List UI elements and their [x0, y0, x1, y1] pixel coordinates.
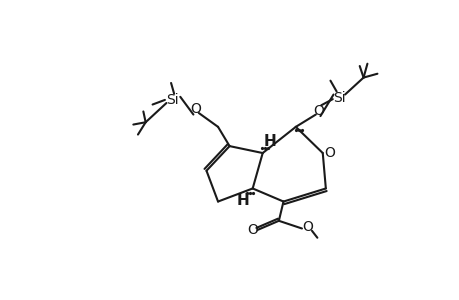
Text: Si: Si — [333, 91, 345, 105]
Text: O: O — [190, 102, 201, 116]
Text: O: O — [247, 223, 257, 237]
Text: Si: Si — [166, 93, 179, 107]
Text: H: H — [263, 134, 276, 149]
Text: H: H — [236, 193, 249, 208]
Text: O: O — [302, 220, 313, 234]
Text: O: O — [324, 146, 335, 160]
Text: O: O — [313, 104, 324, 118]
